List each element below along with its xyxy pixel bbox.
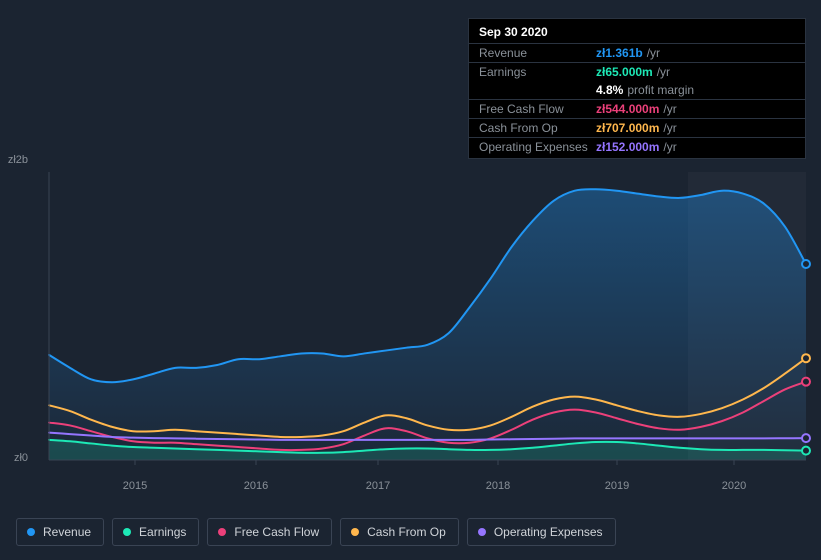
financials-chart[interactable]: zł2b zł0 201520162017201820192020 xyxy=(16,150,806,490)
series-area-revenue xyxy=(49,189,806,460)
legend-item-label: Free Cash Flow xyxy=(234,525,319,539)
x-axis-label: 2019 xyxy=(605,480,629,492)
tooltip-row-value: zł707.000m xyxy=(596,121,659,135)
x-axis-label: 2020 xyxy=(722,480,746,492)
legend-dot-icon xyxy=(351,528,359,536)
tooltip-row: Earningszł65.000m/yr xyxy=(469,62,805,81)
tooltip-row-unit: profit margin xyxy=(627,83,694,97)
x-axis-label: 2016 xyxy=(244,480,268,492)
tooltip-row: Revenuezł1.361b/yr xyxy=(469,43,805,62)
x-axis-label: 2015 xyxy=(123,480,147,492)
legend-item-label: Operating Expenses xyxy=(494,525,603,539)
legend-dot-icon xyxy=(27,528,35,536)
tooltip-row-unit: /yr xyxy=(663,121,676,135)
legend-item-label: Earnings xyxy=(139,525,186,539)
legend-item-label: Cash From Op xyxy=(367,525,446,539)
tooltip-row: Cash From Opzł707.000m/yr xyxy=(469,118,805,137)
tooltip-row-label xyxy=(479,83,596,97)
legend-item[interactable]: Operating Expenses xyxy=(467,518,616,546)
x-axis-label: 2017 xyxy=(366,480,390,492)
tooltip-date: Sep 30 2020 xyxy=(469,25,805,43)
series-end-dot-free_cash_flow xyxy=(802,378,810,386)
tooltip-row-unit: /yr xyxy=(663,102,676,116)
series-end-dot-revenue xyxy=(802,260,810,268)
legend-item[interactable]: Earnings xyxy=(112,518,199,546)
tooltip-row-unit: /yr xyxy=(647,46,660,60)
legend-item[interactable]: Free Cash Flow xyxy=(207,518,332,546)
y-axis-bottom-label: zł0 xyxy=(14,452,28,464)
legend-item[interactable]: Cash From Op xyxy=(340,518,459,546)
y-axis-top-label: zł2b xyxy=(8,154,28,166)
legend-item-label: Revenue xyxy=(43,525,91,539)
tooltip-row-value: zł1.361b xyxy=(596,46,643,60)
chart-svg xyxy=(16,150,806,475)
chart-legend: Revenue Earnings Free Cash Flow Cash From O… xyxy=(16,518,616,546)
legend-dot-icon xyxy=(478,528,486,536)
chart-tooltip: Sep 30 2020 Revenuezł1.361b/yrEarningszł… xyxy=(468,18,806,159)
tooltip-row: Free Cash Flowzł544.000m/yr xyxy=(469,99,805,118)
tooltip-row: 4.8% profit margin xyxy=(469,81,805,99)
tooltip-row-label: Free Cash Flow xyxy=(479,102,596,116)
tooltip-row-value: zł65.000m xyxy=(596,65,653,79)
legend-dot-icon xyxy=(218,528,226,536)
x-axis-label: 2018 xyxy=(486,480,510,492)
tooltip-rows-container: Revenuezł1.361b/yrEarningszł65.000m/yr4.… xyxy=(469,43,805,156)
series-end-dot-cash_from_op xyxy=(802,354,810,362)
tooltip-row-value: 4.8% xyxy=(596,83,623,97)
series-end-dot-earnings xyxy=(802,447,810,455)
tooltip-row-label: Revenue xyxy=(479,46,596,60)
legend-item[interactable]: Revenue xyxy=(16,518,104,546)
legend-dot-icon xyxy=(123,528,131,536)
tooltip-row-label: Earnings xyxy=(479,65,596,79)
x-axis-labels: 2015 2016 2017 2018 2019 2020 xyxy=(16,480,806,500)
tooltip-row-value: zł544.000m xyxy=(596,102,659,116)
series-end-dot-operating_expenses xyxy=(802,434,810,442)
tooltip-row-label: Cash From Op xyxy=(479,121,596,135)
tooltip-row-unit: /yr xyxy=(657,65,670,79)
